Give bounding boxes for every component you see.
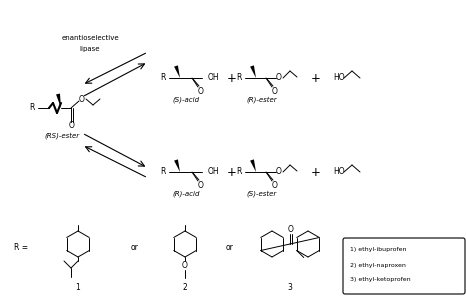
Text: 2: 2 [183, 282, 187, 291]
Text: or: or [131, 244, 139, 252]
Text: +: + [227, 165, 237, 178]
Text: O: O [69, 121, 75, 130]
Text: O: O [182, 260, 188, 269]
Text: O: O [79, 94, 85, 103]
Text: OH: OH [208, 168, 219, 176]
Text: R: R [237, 168, 242, 176]
Polygon shape [174, 65, 180, 78]
Text: O: O [198, 86, 204, 96]
Text: (R)-acid: (R)-acid [172, 191, 200, 197]
Text: O: O [288, 225, 294, 235]
Text: (S)-acid: (S)-acid [172, 97, 199, 103]
Text: (R)-ester: (R)-ester [247, 97, 277, 103]
Text: O: O [276, 73, 282, 83]
Text: (RS)-ester: (RS)-ester [44, 133, 80, 139]
Text: or: or [226, 244, 234, 252]
Text: R: R [237, 73, 242, 83]
Text: +: + [227, 72, 237, 85]
Text: +: + [311, 165, 321, 178]
Text: O: O [276, 168, 282, 176]
Polygon shape [174, 159, 180, 172]
Text: +: + [311, 72, 321, 85]
Text: HO: HO [333, 168, 345, 176]
Polygon shape [250, 65, 256, 78]
Text: O: O [272, 181, 278, 189]
Text: enantioselective: enantioselective [61, 35, 119, 41]
Text: R: R [30, 103, 35, 113]
Text: (S)-ester: (S)-ester [247, 191, 277, 197]
FancyBboxPatch shape [343, 238, 465, 294]
Text: 1: 1 [75, 282, 80, 291]
Polygon shape [250, 159, 256, 172]
Text: 3: 3 [288, 282, 293, 291]
Text: R: R [161, 168, 166, 176]
Text: R: R [161, 73, 166, 83]
Text: 2) ethyl-naproxen: 2) ethyl-naproxen [350, 263, 406, 268]
Text: OH: OH [208, 73, 219, 83]
Text: 3) ethyl-ketoprofen: 3) ethyl-ketoprofen [350, 277, 411, 282]
Text: lipase: lipase [80, 46, 100, 52]
Text: R =: R = [14, 244, 28, 252]
Text: O: O [272, 86, 278, 96]
Polygon shape [56, 94, 61, 108]
Text: HO: HO [333, 73, 345, 83]
Text: O: O [198, 181, 204, 189]
Text: 1) ethyl-ibuprofen: 1) ethyl-ibuprofen [350, 247, 406, 252]
